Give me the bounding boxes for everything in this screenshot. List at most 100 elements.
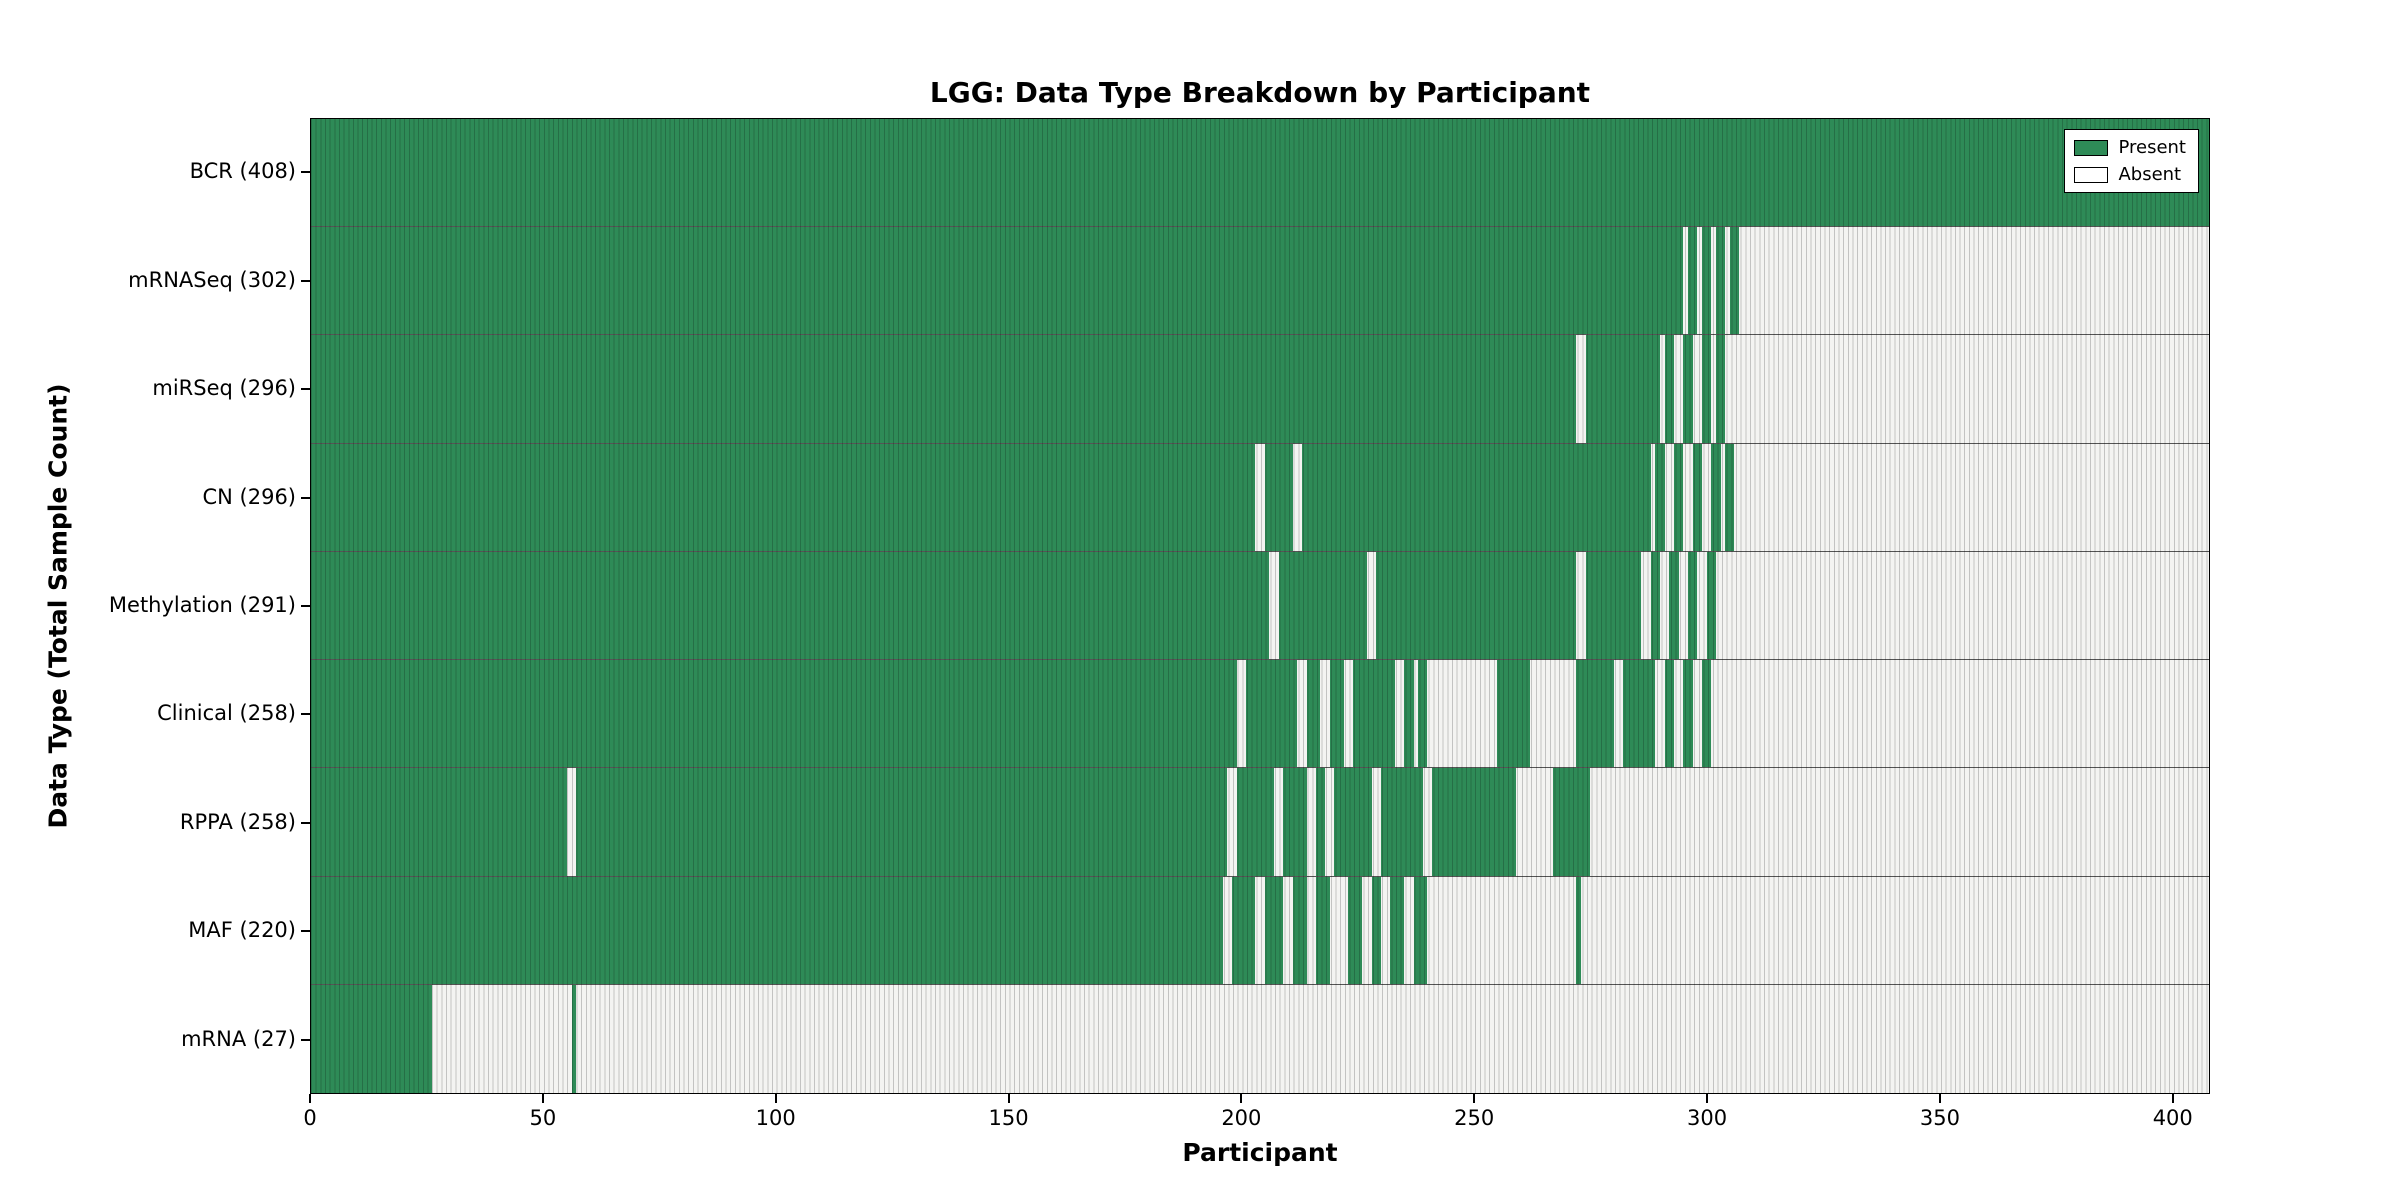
present-segment	[1390, 876, 1405, 984]
row-BCR	[311, 119, 2209, 228]
present-segment	[1278, 551, 1367, 660]
y-tick-label-Clinical: Clinical (258)	[157, 701, 296, 726]
legend: Present Absent	[2064, 129, 2199, 193]
row-mRNASeq	[311, 227, 2209, 336]
present-segment	[1413, 876, 1428, 984]
present-segment	[311, 551, 1270, 660]
x-tick-mark	[1706, 1094, 1709, 1103]
x-tick-mark	[1473, 1094, 1476, 1103]
present-segment	[1315, 876, 1330, 984]
present-segment	[1692, 443, 1702, 551]
y-tick-mark	[301, 388, 310, 391]
present-segment	[1687, 227, 1698, 335]
present-segment	[1232, 876, 1256, 984]
x-tick-label-400: 400	[2152, 1106, 2193, 1130]
present-segment	[1246, 660, 1298, 768]
y-tick-mark	[301, 821, 310, 824]
legend-label-absent: Absent	[2118, 164, 2182, 185]
present-segment	[1715, 227, 1726, 335]
x-tick-mark	[774, 1094, 777, 1103]
x-tick-mark	[1007, 1094, 1010, 1103]
x-tick-label-150: 150	[988, 1106, 1029, 1130]
y-tick-mark	[301, 1038, 310, 1041]
present-segment	[1683, 660, 1693, 768]
present-segment	[1585, 551, 1642, 660]
x-tick-mark	[1938, 1094, 1941, 1103]
x-tick-label-300: 300	[1687, 1106, 1728, 1130]
x-tick-label-0: 0	[303, 1106, 317, 1130]
present-segment	[1348, 876, 1363, 984]
present-segment	[1236, 768, 1274, 876]
row-mRNA	[311, 984, 2209, 1093]
row-MAF	[311, 876, 2209, 985]
present-segment	[1418, 660, 1428, 768]
chart-title: LGG: Data Type Breakdown by Participant	[929, 76, 1591, 109]
x-axis-title: Participant	[1182, 1138, 1338, 1167]
x-tick-mark	[2171, 1094, 2174, 1103]
present-segment	[1622, 660, 1656, 768]
present-segment	[1353, 660, 1395, 768]
present-segment	[1283, 768, 1307, 876]
x-tick-mark	[541, 1094, 544, 1103]
x-tick-mark	[309, 1094, 311, 1103]
present-segment	[1329, 660, 1344, 768]
y-tick-label-miRSeq: miRSeq (296)	[152, 376, 296, 401]
present-segment	[311, 876, 1223, 984]
present-segment	[1315, 768, 1326, 876]
present-segment	[1674, 443, 1684, 551]
plot-area: Present Absent	[310, 118, 2210, 1094]
present-segment	[311, 335, 1577, 443]
x-tick-mark	[1240, 1094, 1243, 1103]
present-segment	[311, 660, 1237, 768]
x-tick-label-250: 250	[1454, 1106, 1495, 1130]
y-tick-mark	[301, 171, 310, 174]
present-segment	[1725, 443, 1735, 551]
present-segment	[1706, 551, 1716, 660]
y-tick-label-CN: CN (296)	[202, 484, 296, 509]
present-segment	[1701, 660, 1712, 768]
y-tick-mark	[301, 930, 310, 933]
present-segment	[311, 227, 1684, 335]
present-segment	[1432, 768, 1516, 876]
present-segment	[1701, 227, 1712, 335]
present-segment	[1306, 660, 1321, 768]
x-tick-label-50: 50	[529, 1106, 557, 1130]
row-RPPA	[311, 768, 2209, 877]
present-segment	[311, 119, 2209, 227]
legend-swatch-present	[2074, 139, 2109, 156]
present-segment	[1301, 443, 1651, 551]
present-segment	[1687, 551, 1698, 660]
present-segment	[1497, 660, 1530, 768]
legend-label-present: Present	[2118, 137, 2186, 158]
present-segment	[1292, 876, 1307, 984]
present-segment	[1380, 768, 1423, 876]
present-segment	[1264, 876, 1284, 984]
x-tick-label-100: 100	[755, 1106, 796, 1130]
present-segment	[1650, 551, 1661, 660]
present-segment	[1683, 335, 1693, 443]
row-Methylation	[311, 551, 2209, 661]
y-tick-label-Methylation: Methylation (291)	[108, 593, 296, 617]
present-segment	[311, 984, 432, 1093]
present-segment	[1334, 768, 1372, 876]
legend-swatch-absent	[2074, 166, 2109, 183]
present-segment	[1701, 335, 1712, 443]
present-segment	[576, 768, 1228, 876]
y-tick-label-MAF: MAF (220)	[188, 918, 296, 943]
present-segment	[1376, 551, 1577, 660]
present-segment	[1576, 876, 1581, 984]
present-segment	[1585, 335, 1661, 443]
present-segment	[1711, 443, 1721, 551]
present-segment	[311, 768, 567, 876]
present-segment	[311, 443, 1256, 551]
legend-item-absent: Absent	[2074, 164, 2186, 185]
present-segment	[1664, 660, 1675, 768]
present-segment	[1729, 227, 1740, 335]
present-segment	[1669, 551, 1679, 660]
y-tick-mark	[301, 279, 310, 282]
y-tick-label-BCR: BCR (408)	[189, 159, 296, 184]
row-CN	[311, 443, 2209, 552]
present-segment	[1553, 768, 1591, 876]
legend-item-present: Present	[2074, 137, 2186, 158]
